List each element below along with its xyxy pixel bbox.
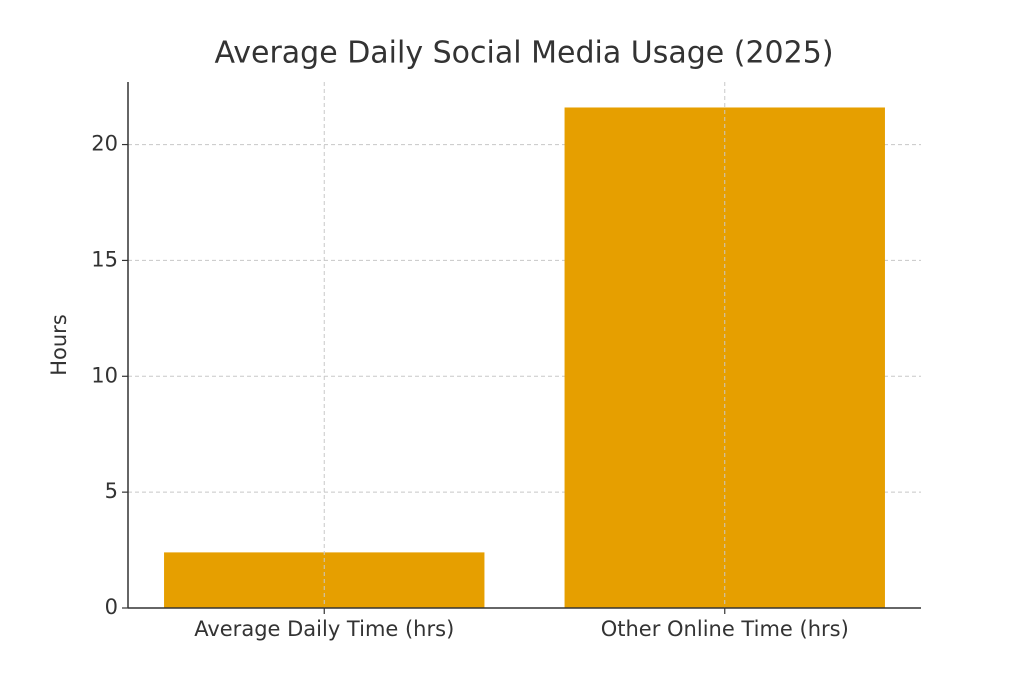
y-tick-label: 15 — [91, 247, 118, 271]
y-tick-label: 5 — [105, 479, 118, 503]
y-tick-label: 10 — [91, 363, 118, 387]
y-tick-label: 20 — [91, 132, 118, 156]
x-tick-label: Other Online Time (hrs) — [601, 617, 849, 641]
y-axis-label: Hours — [47, 314, 71, 376]
y-tick-label: 0 — [105, 595, 118, 619]
x-tick-label: Average Daily Time (hrs) — [194, 617, 454, 641]
chart-title: Average Daily Social Media Usage (2025) — [214, 36, 833, 71]
